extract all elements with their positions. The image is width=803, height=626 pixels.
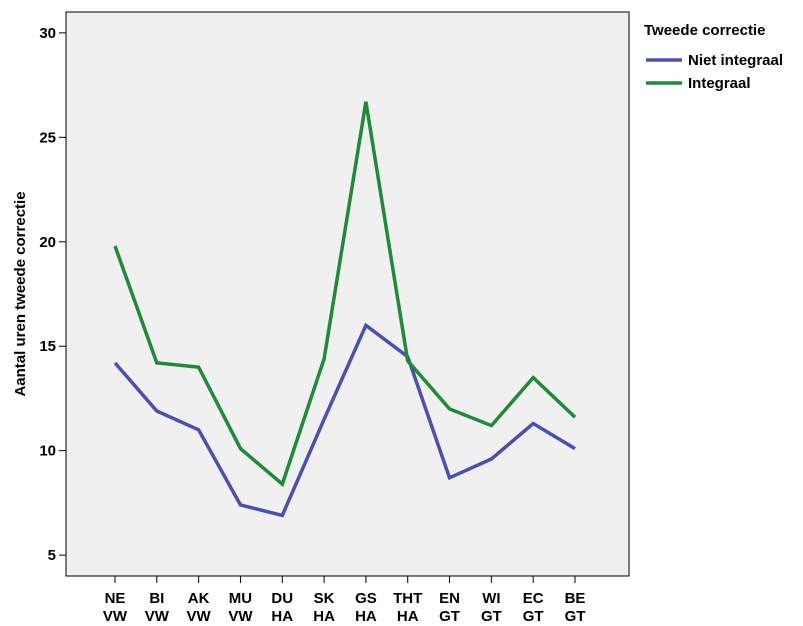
x-tick-label: AK bbox=[188, 590, 210, 607]
x-tick-label: BI bbox=[149, 590, 164, 607]
x-tick-label: MU bbox=[229, 590, 252, 607]
x-tick-label: HA bbox=[313, 608, 335, 625]
x-tick-label: GT bbox=[565, 608, 586, 625]
y-tick-label: 10 bbox=[39, 443, 56, 460]
y-tick-label: 20 bbox=[39, 234, 56, 251]
x-tick-label: HA bbox=[271, 608, 293, 625]
x-tick-label: EN bbox=[439, 590, 460, 607]
x-tick-label: SK bbox=[314, 590, 335, 607]
x-tick-label: NE bbox=[105, 590, 126, 607]
x-tick-label: VW bbox=[145, 608, 170, 625]
x-tick-label: HA bbox=[397, 608, 419, 625]
x-tick-label: GT bbox=[523, 608, 544, 625]
x-tick-label: THT bbox=[393, 590, 422, 607]
legend-entry-label: Niet integraal bbox=[688, 52, 783, 69]
x-tick-label: GT bbox=[439, 608, 460, 625]
series-layer bbox=[113, 101, 577, 518]
legend: Tweede correctie Niet integraal Integraal bbox=[644, 22, 783, 92]
x-tick-label: VW bbox=[103, 608, 128, 625]
x-tick-label: GS bbox=[355, 590, 377, 607]
legend-title: Tweede correctie bbox=[644, 22, 765, 39]
y-tick-label: 30 bbox=[39, 25, 56, 42]
y-tick-label: 25 bbox=[39, 129, 56, 146]
x-tick-label: GT bbox=[481, 608, 502, 625]
legend-entry-label: Integraal bbox=[688, 75, 751, 92]
x-tick-label: WI bbox=[482, 590, 500, 607]
y-tick-label: 15 bbox=[39, 338, 56, 355]
series-line-integraal bbox=[113, 101, 577, 488]
x-tick-label: VW bbox=[228, 608, 253, 625]
series-line-niet-integraal bbox=[113, 322, 576, 518]
x-tick-label: EC bbox=[523, 590, 544, 607]
x-axis: NEVWBIVWAKVWMUVWDUHASKHAGSHATHTHAENGTWIG… bbox=[103, 576, 586, 625]
plot-area bbox=[65, 11, 630, 577]
x-tick-label: HA bbox=[355, 608, 377, 625]
x-tick-label: DU bbox=[271, 590, 293, 607]
y-tick-label: 5 bbox=[48, 547, 56, 564]
x-tick-label: VW bbox=[187, 608, 212, 625]
y-axis-title: Aantal uren tweede correctie bbox=[12, 191, 29, 396]
x-tick-label: BE bbox=[565, 590, 586, 607]
y-axis: 5 10 15 20 25 30 bbox=[39, 25, 66, 564]
